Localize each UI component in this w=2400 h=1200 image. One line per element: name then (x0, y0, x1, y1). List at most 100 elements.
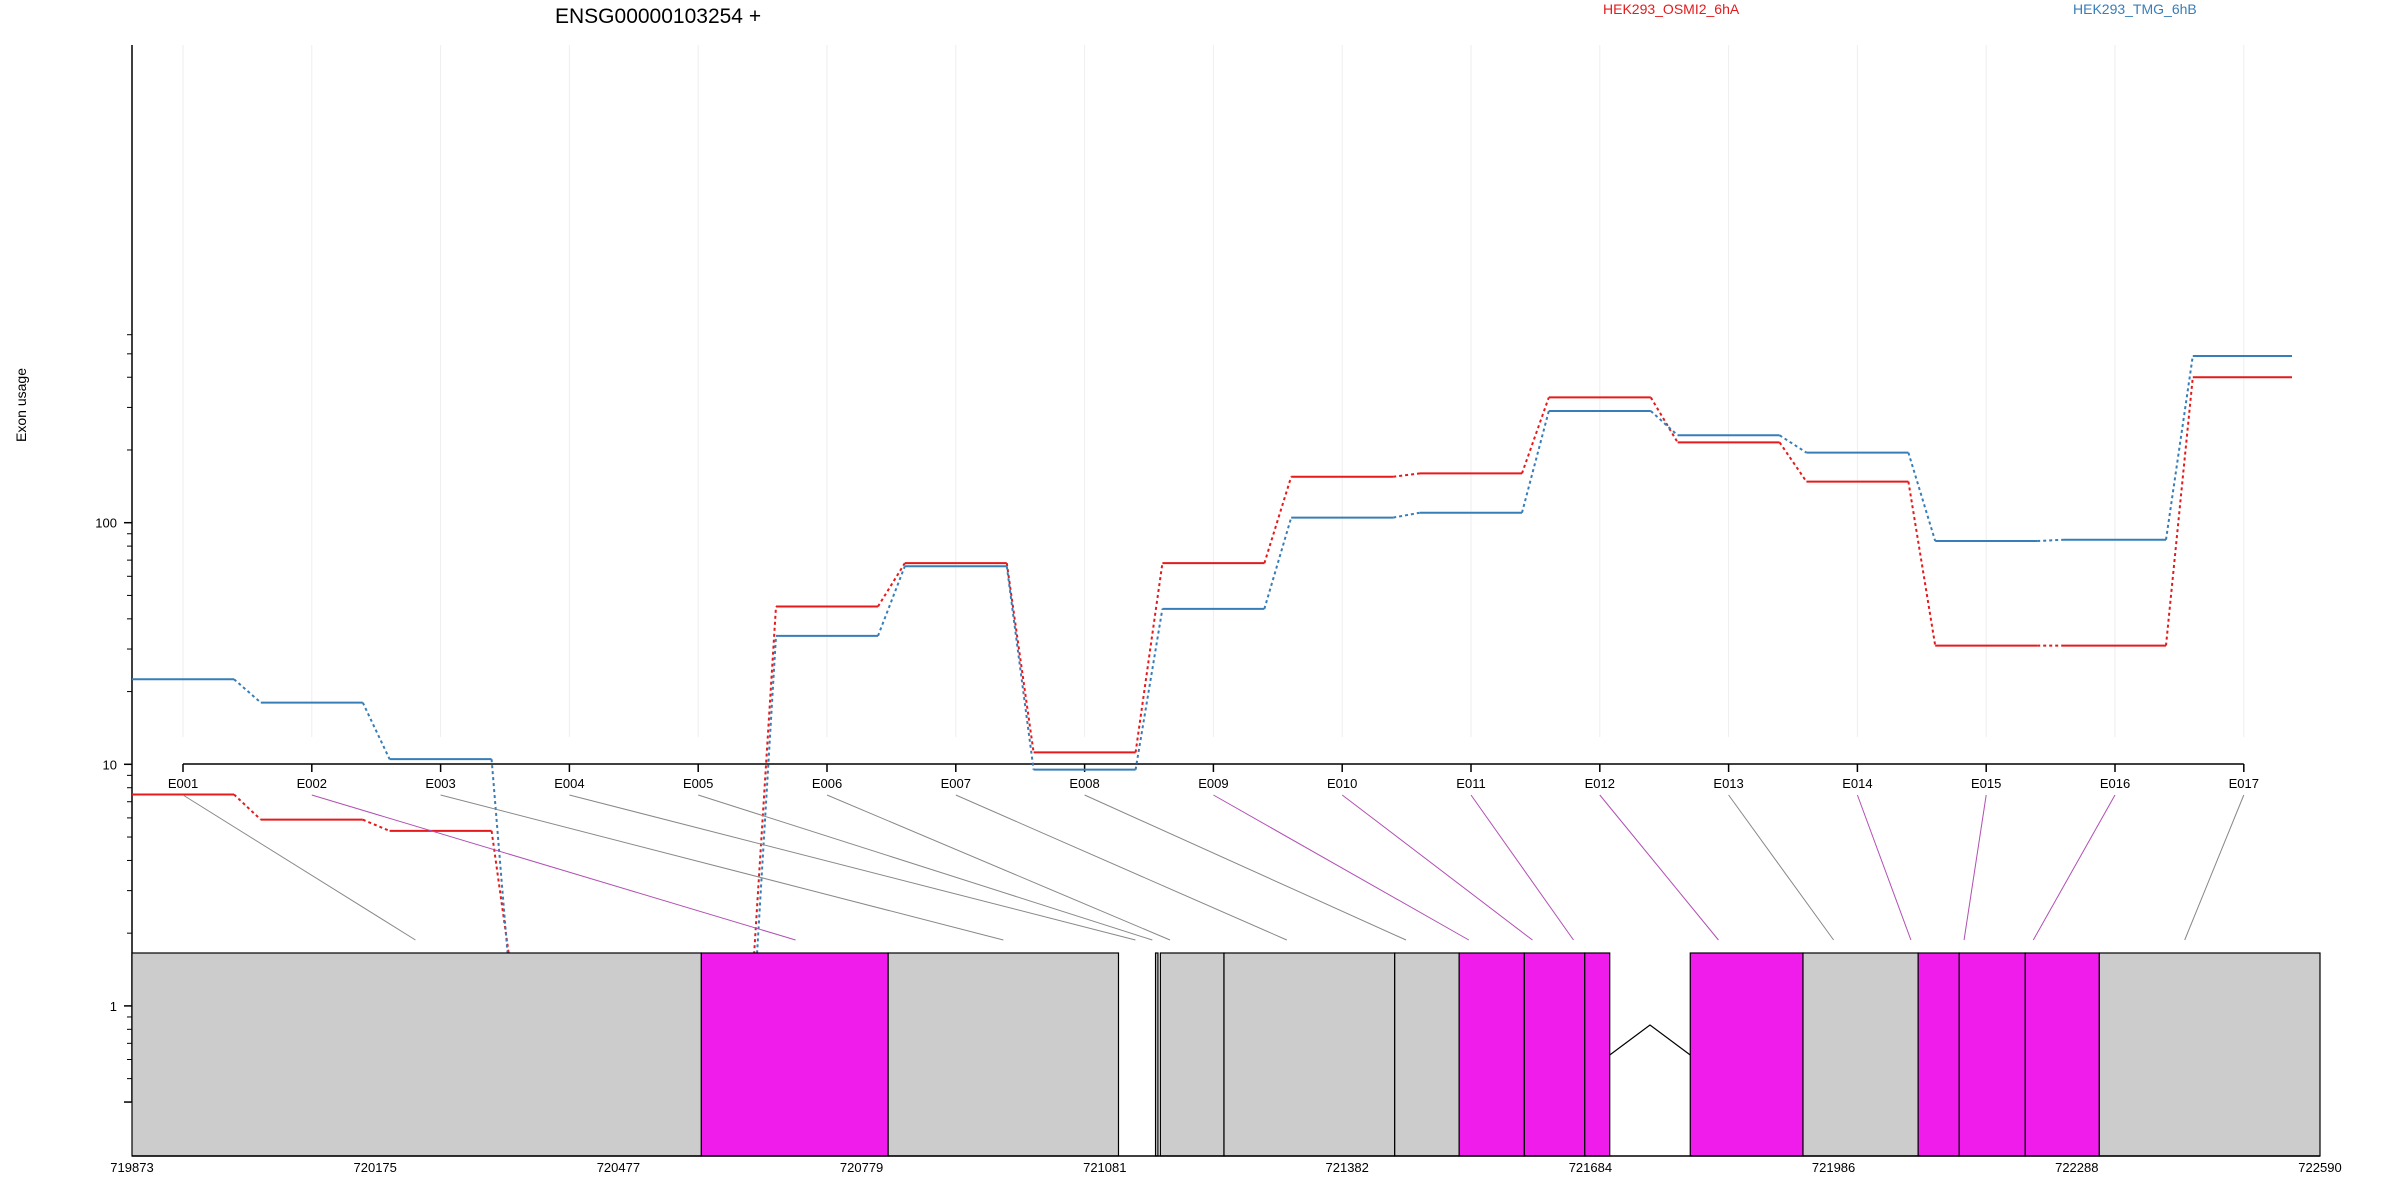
exon-block-16 (2098, 952, 2321, 1157)
connector-E016 (2032, 794, 2116, 941)
x-tick-label-E014: E014 (1842, 776, 1872, 791)
transition-E014 (1907, 481, 1937, 646)
genomic-tick-label-722288: 722288 (2055, 1160, 2098, 1175)
connector-E001 (182, 794, 416, 941)
transition-E015 (2037, 538, 2065, 542)
genomic-tick-label-720477: 720477 (597, 1160, 640, 1175)
connector-E002 (311, 794, 796, 941)
connector-E014 (1856, 794, 1912, 941)
genomic-tick-label-719873: 719873 (110, 1160, 153, 1175)
chart-title: ENSG00000103254 + (555, 5, 761, 28)
y-axis-label: Exon usage (13, 368, 29, 442)
transition-E010 (1393, 511, 1421, 519)
connector-E012 (1599, 794, 1719, 941)
connector-E015 (1963, 794, 1987, 941)
exon-block-10 (1584, 952, 1611, 1157)
exon-block-11 (1689, 952, 1804, 1157)
connector-E008 (1084, 794, 1407, 941)
connector-E011 (1470, 794, 1574, 941)
transition-E002 (361, 702, 391, 760)
transition-E016 (2165, 377, 2194, 646)
transition-E005 (748, 606, 777, 1033)
connector-E010 (1341, 794, 1533, 941)
genomic-tick-label-721986: 721986 (1812, 1160, 1855, 1175)
transition-E002 (362, 818, 390, 832)
genomic-tick-label-720175: 720175 (354, 1160, 397, 1175)
y-tick-label-100: 100 (95, 516, 117, 531)
connector-E007 (955, 794, 1288, 941)
transition-E016 (2165, 355, 2194, 540)
connector-E009 (1213, 794, 1470, 941)
genomic-tick-label-721081: 721081 (1083, 1160, 1126, 1175)
grid-lines (182, 45, 2245, 737)
genomic-tick-label-722590: 722590 (2298, 1160, 2341, 1175)
connector-E005 (698, 794, 1153, 941)
transition-E008 (1134, 563, 1164, 753)
transition-E014 (1907, 452, 1937, 542)
x-tick-label-E010: E010 (1327, 776, 1357, 791)
transition-E013 (1779, 434, 1807, 454)
series-1 (132, 376, 2292, 1033)
exon-block-4 (1154, 952, 1159, 1157)
y-tick-label-1: 1 (110, 999, 117, 1014)
genomic-tick-label-721382: 721382 (1326, 1160, 1369, 1175)
genomic-tick-label-721684: 721684 (1569, 1160, 1612, 1175)
transition-E007 (1005, 566, 1035, 770)
exon-block-3 (887, 952, 1120, 1157)
transition-E006 (877, 562, 906, 608)
transition-E013 (1778, 441, 1808, 483)
axes: 1 10 100 E001 E002 E003 E004 E005 E006 E007 E008 E0… (95, 45, 2259, 1103)
transition-E010 (1393, 472, 1421, 478)
x-tick-label-E009: E009 (1198, 776, 1228, 791)
exon-block-5 (1159, 952, 1225, 1157)
exon-block-15 (2024, 952, 2100, 1157)
exon-block-12 (1802, 952, 1919, 1157)
transition-E009 (1263, 476, 1293, 564)
x-tick-label-E006: E006 (812, 776, 842, 791)
x-tick-label-E015: E015 (1971, 776, 2001, 791)
x-tick-label-E013: E013 (1713, 776, 1743, 791)
transition-E009 (1263, 517, 1293, 610)
connector-E004 (569, 794, 1136, 941)
exon-block-2 (700, 952, 889, 1157)
transition-E007 (1005, 563, 1035, 753)
connector-E013 (1728, 794, 1835, 941)
x-tick-label-E003: E003 (425, 776, 455, 791)
exon-block-9 (1523, 952, 1586, 1157)
exon-block-13 (1917, 952, 1960, 1157)
transition-E012 (1650, 410, 1679, 437)
exon-block-6 (1223, 952, 1396, 1157)
genomic-axis: 719873 720175 720477 720779 721081 721382 7216… (110, 1155, 2342, 1175)
x-tick-label-E005: E005 (683, 776, 713, 791)
x-tick-label-E008: E008 (1069, 776, 1099, 791)
exon-block-14 (1958, 952, 2026, 1157)
connector-E003 (440, 794, 1004, 941)
series-2 (132, 354, 2292, 1087)
connector-E006 (826, 794, 1171, 941)
genomic-tick-label-720779: 720779 (840, 1160, 883, 1175)
x-tick-label-E001: E001 (168, 776, 198, 791)
x-tick-label-E017: E017 (2229, 776, 2259, 791)
transition-E001 (233, 678, 262, 704)
x-tick-label-E011: E011 (1456, 776, 1485, 791)
transition-E008 (1134, 608, 1164, 770)
transition-E011 (1521, 397, 1550, 474)
exon-connectors (182, 794, 2245, 941)
exon-block-8 (1458, 952, 1525, 1157)
connector-E017 (2184, 794, 2245, 941)
x-tick-label-E012: E012 (1585, 776, 1615, 791)
transition-E012 (1649, 396, 1679, 443)
x-tick-label-E016: E016 (2100, 776, 2130, 791)
legend-entry-series-2: HEK293_TMG_6hB (2073, 1, 2197, 17)
x-tick-label-E007: E007 (941, 776, 971, 791)
legend-entry-series-1: HEK293_OSMI2_6hA (1603, 1, 1740, 17)
transition-E006 (877, 565, 906, 637)
intron-line (1609, 1024, 1691, 1056)
y-tick-label-10: 10 (103, 757, 117, 772)
exon-block-7 (1394, 952, 1460, 1157)
x-tick-label-E002: E002 (297, 776, 327, 791)
gene-model (131, 952, 2321, 1157)
x-tick-label-E004: E004 (554, 776, 584, 791)
exon-block-1 (131, 952, 702, 1157)
